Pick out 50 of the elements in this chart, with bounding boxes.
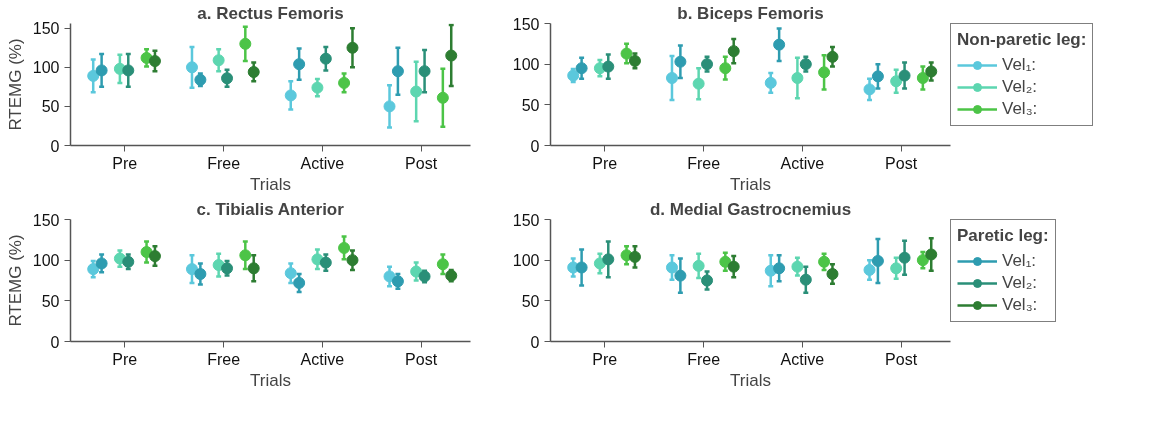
x-tick-label: Active — [780, 350, 825, 368]
legend-title: Non-paretic leg: — [957, 30, 1087, 50]
x-axis-title: Trials — [730, 174, 771, 194]
x-tick-label: Active — [780, 154, 825, 172]
x-axis-title: Trials — [730, 370, 771, 390]
x-axis-title: Trials — [250, 174, 291, 194]
y-tick-label: 100 — [32, 252, 60, 270]
chart-title: a. Rectus Femoris — [197, 3, 344, 23]
y-axis-title: RTEMG (%) — [5, 234, 25, 327]
chart-title: c. Tibialis Anterior — [196, 199, 345, 219]
x-tick-label: Active — [300, 154, 345, 172]
x-tick-label: Pre — [592, 154, 618, 172]
x-tick-label: Active — [300, 350, 345, 368]
y-tick-label: 0 — [530, 137, 540, 155]
x-tick-label: Post — [885, 154, 918, 172]
y-tick-label: 50 — [41, 98, 60, 116]
legend-label: Vel₁: — [1002, 55, 1037, 75]
y-tick-label: 150 — [512, 211, 540, 229]
y-tick-label: 150 — [32, 20, 60, 38]
y-tick-label: 150 — [32, 211, 60, 229]
y-tick-label: 0 — [530, 333, 540, 351]
legend-label: Vel₃: — [1002, 295, 1038, 315]
y-tick-label: 100 — [512, 56, 540, 74]
x-tick-label: Pre — [592, 350, 618, 368]
legend-title: Paretic leg: — [957, 226, 1049, 246]
x-tick-label: Free — [207, 154, 241, 172]
y-tick-label: 0 — [50, 333, 60, 351]
x-tick-label: Post — [405, 154, 438, 172]
y-tick-label: 0 — [50, 137, 60, 155]
y-tick-label: 50 — [41, 292, 60, 310]
x-tick-label: Post — [885, 350, 918, 368]
legend-label: Vel₃: — [1002, 99, 1038, 119]
x-tick-label: Free — [207, 350, 241, 368]
legend-label: Vel₁: — [1002, 251, 1037, 271]
legend-label: Vel₂: — [1002, 77, 1037, 97]
y-tick-label: 50 — [521, 292, 540, 310]
legend-label: Vel₂: — [1002, 273, 1037, 293]
chart-title: b. Biceps Femoris — [677, 3, 824, 23]
x-tick-label: Free — [687, 350, 721, 368]
y-tick-label: 100 — [512, 252, 540, 270]
y-tick-label: 50 — [521, 96, 540, 114]
x-tick-label: Post — [405, 350, 438, 368]
x-tick-label: Pre — [112, 154, 138, 172]
x-tick-label: Free — [687, 154, 721, 172]
y-tick-label: 150 — [512, 15, 540, 33]
chart-title: d. Medial Gastrocnemius — [649, 199, 852, 219]
x-axis-title: Trials — [250, 370, 291, 390]
y-axis-title: RTEMG (%) — [5, 38, 25, 131]
y-tick-label: 100 — [32, 59, 60, 77]
x-tick-label: Pre — [112, 350, 138, 368]
